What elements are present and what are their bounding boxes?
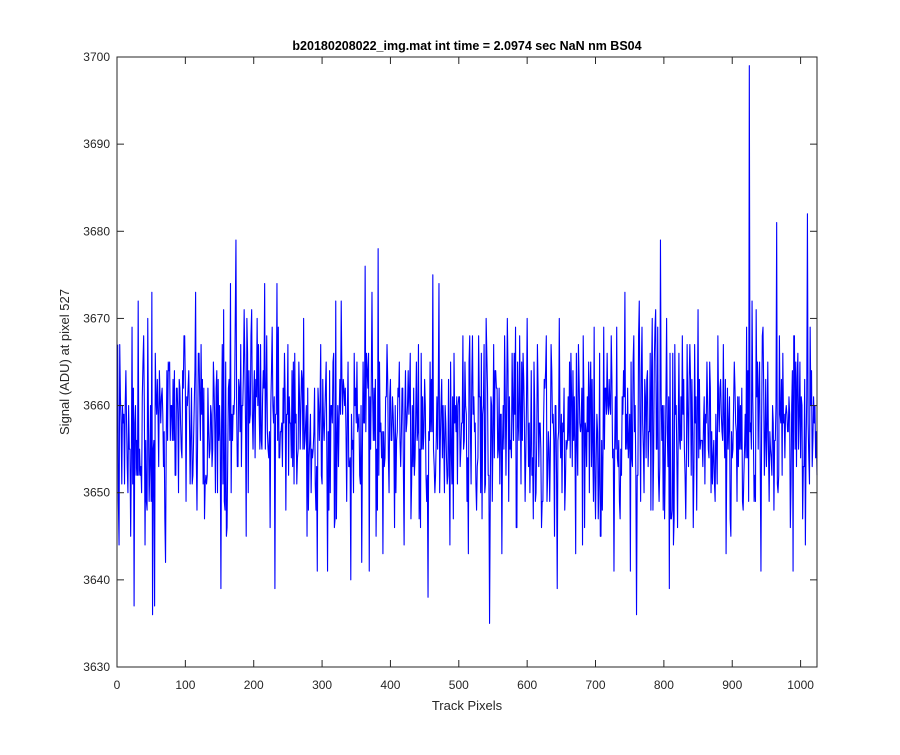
x-tick-label: 600: [517, 678, 537, 692]
x-axis-label: Track Pixels: [432, 698, 503, 713]
y-tick-label: 3680: [83, 224, 110, 238]
x-tick-label: 500: [449, 678, 469, 692]
y-tick-label: 3660: [83, 399, 110, 413]
y-tick-label: 3640: [83, 573, 110, 587]
y-axis-label: Signal (ADU) at pixel 527: [57, 289, 72, 435]
plot-area: [117, 57, 817, 667]
y-tick-label: 3700: [83, 50, 110, 64]
x-tick-label: 700: [586, 678, 606, 692]
signal-series-line: [117, 65, 818, 624]
x-tick-label: 400: [380, 678, 400, 692]
x-tick-label: 900: [722, 678, 742, 692]
ticks-layer: 0 100 200 300 400 500 600 700 800 900 1000 3630 3640…: [83, 50, 817, 692]
x-tick-label: 200: [244, 678, 264, 692]
chart-title: b20180208022_img.mat int time = 2.0974 s…: [292, 39, 641, 53]
x-tick-label: 0: [114, 678, 121, 692]
y-tick-label: 3650: [83, 486, 110, 500]
x-tick-label: 800: [654, 678, 674, 692]
y-tick-label: 3690: [83, 137, 110, 151]
axes-box: [116, 56, 818, 668]
y-tick-label: 3630: [83, 660, 110, 674]
x-tick-label: 100: [175, 678, 195, 692]
y-tick-label: 3670: [83, 311, 110, 325]
series-layer: [117, 65, 818, 624]
x-tick-label: 1000: [787, 678, 814, 692]
x-tick-label: 300: [312, 678, 332, 692]
